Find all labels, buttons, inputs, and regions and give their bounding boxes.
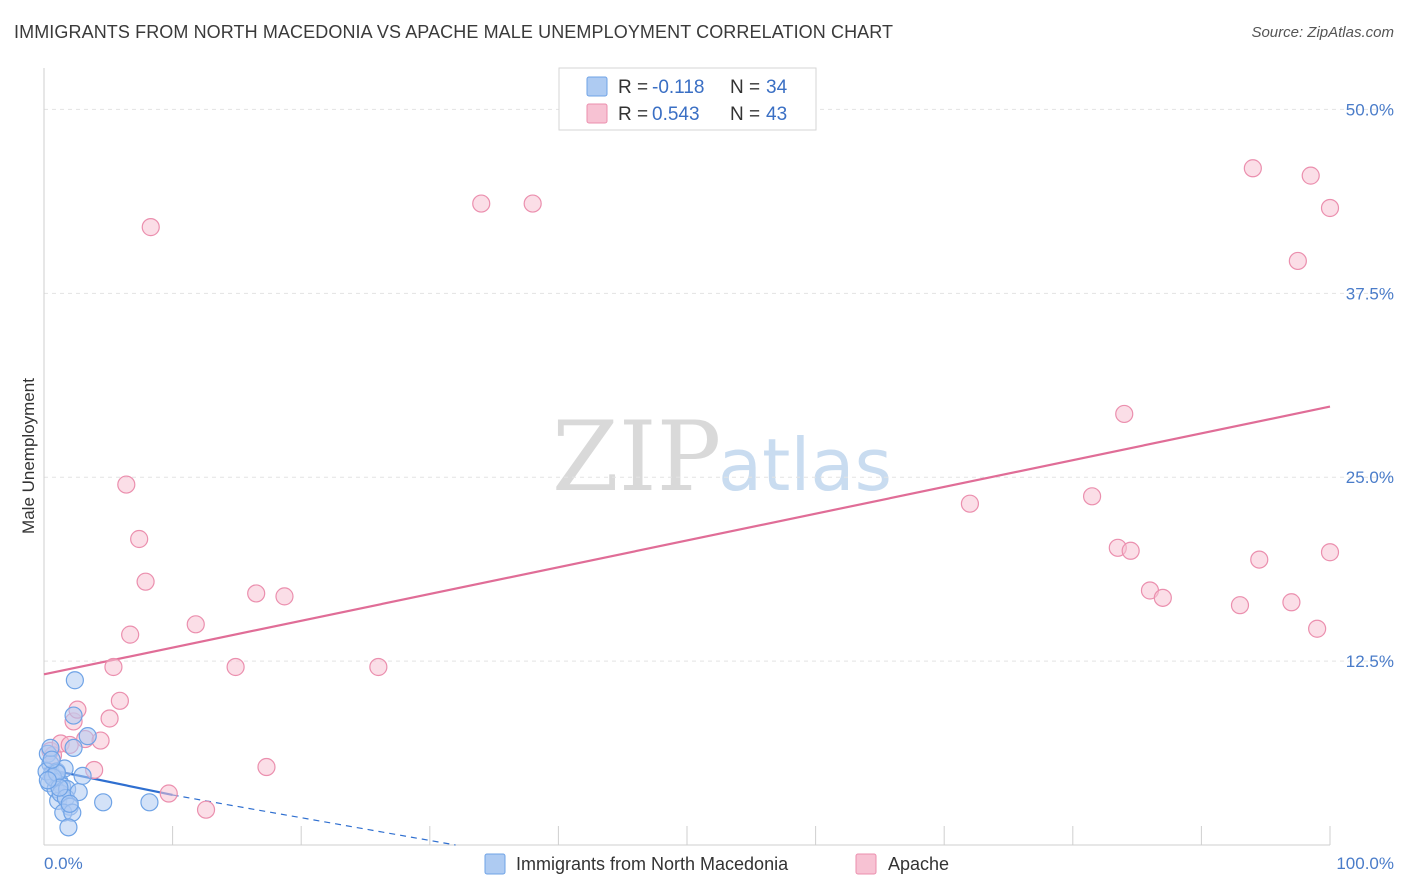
y-tick-label: 50.0% xyxy=(1346,100,1394,119)
y-tick-label: 12.5% xyxy=(1346,652,1394,671)
series-swatch-macedonia xyxy=(484,853,506,875)
apache-point xyxy=(117,475,136,494)
y-tick-labels: 12.5% 25.0% 37.5% 50.0% xyxy=(1346,100,1394,671)
macedonia-point xyxy=(42,750,61,769)
macedonia-point xyxy=(59,818,78,837)
apache-point xyxy=(1288,251,1307,271)
apache-point xyxy=(1082,487,1102,506)
apache-point xyxy=(1320,543,1340,562)
apache-point xyxy=(110,691,129,710)
apache-point xyxy=(1243,159,1262,178)
apache-point xyxy=(523,194,542,213)
macedonia-point xyxy=(64,738,83,758)
apache-point xyxy=(196,800,216,819)
apache-point xyxy=(1230,596,1250,615)
macedonia-point xyxy=(65,671,84,690)
legend-n-value-pink: 43 xyxy=(766,104,787,125)
series-swatch-apache xyxy=(855,853,877,875)
apache-point xyxy=(369,657,388,677)
apache-trend-line xyxy=(43,405,1331,676)
y-tick-label: 37.5% xyxy=(1346,284,1394,303)
x-tick-label-max: 100.0% xyxy=(1336,854,1394,873)
apache-point xyxy=(1320,198,1340,218)
apache-point xyxy=(104,657,123,677)
apache-point xyxy=(1282,593,1301,612)
legend-swatch-pink xyxy=(586,103,608,124)
macedonia-point xyxy=(73,766,92,785)
chart-title: IMMIGRANTS FROM NORTH MACEDONIA VS APACH… xyxy=(14,22,894,42)
apache-point xyxy=(960,494,980,513)
apache-point xyxy=(257,757,276,777)
gridlines xyxy=(44,108,1394,662)
apache-point xyxy=(1153,588,1172,607)
macedonia-point xyxy=(140,793,159,812)
y-axis-label: Male Unemployment xyxy=(19,378,38,534)
series-label-apache: Apache xyxy=(888,854,949,874)
macedonia-point xyxy=(78,727,97,746)
legend-r-label-pink: R = xyxy=(618,104,648,125)
macedonia-point xyxy=(38,771,57,790)
apache-point xyxy=(247,584,266,603)
apache-point xyxy=(141,218,160,237)
x-ticks xyxy=(172,826,1331,845)
series-label-macedonia: Immigrants from North Macedonia xyxy=(516,854,789,874)
watermark-atlas: atlas xyxy=(718,423,892,507)
legend-n-value-blue: 34 xyxy=(766,77,788,98)
macedonia-points xyxy=(37,671,159,837)
watermark-zip: ZIP xyxy=(552,401,721,513)
x-tick-label-min: 0.0% xyxy=(44,854,83,873)
legend-r-value-blue: -0.118 xyxy=(652,77,704,98)
legend-swatch-blue xyxy=(586,76,608,97)
legend-n-label-pink: N = xyxy=(730,104,760,125)
source-label: Source: ZipAtlas.com xyxy=(1251,24,1394,41)
apache-point xyxy=(136,572,155,591)
macedonia-point xyxy=(60,794,79,813)
legend-r-value-pink: 0.543 xyxy=(652,104,700,125)
macedonia-point xyxy=(94,793,113,812)
legend-n-label-blue: N = xyxy=(730,77,760,98)
macedonia-point xyxy=(64,706,83,725)
apache-point xyxy=(275,587,294,606)
apache-point xyxy=(226,657,245,677)
apache-point xyxy=(472,194,491,213)
legend-r-label-blue: R = xyxy=(618,77,648,98)
apache-point xyxy=(121,625,140,644)
apache-point xyxy=(100,709,119,728)
apache-point xyxy=(1121,541,1140,560)
apache-point xyxy=(1308,619,1327,638)
apache-point xyxy=(159,784,178,803)
apache-point xyxy=(1301,166,1320,185)
apache-point xyxy=(130,529,149,549)
correlation-legend: R = -0.118 N = 34 R = 0.543 N = 43 xyxy=(558,67,817,131)
apache-point xyxy=(1250,550,1269,569)
macedonia-trend-extension xyxy=(172,794,456,846)
apache-point xyxy=(1115,404,1134,424)
apache-point xyxy=(186,615,205,634)
series-legend: Immigrants from North Macedonia Apache xyxy=(484,853,949,875)
y-tick-label: 25.0% xyxy=(1346,468,1394,487)
